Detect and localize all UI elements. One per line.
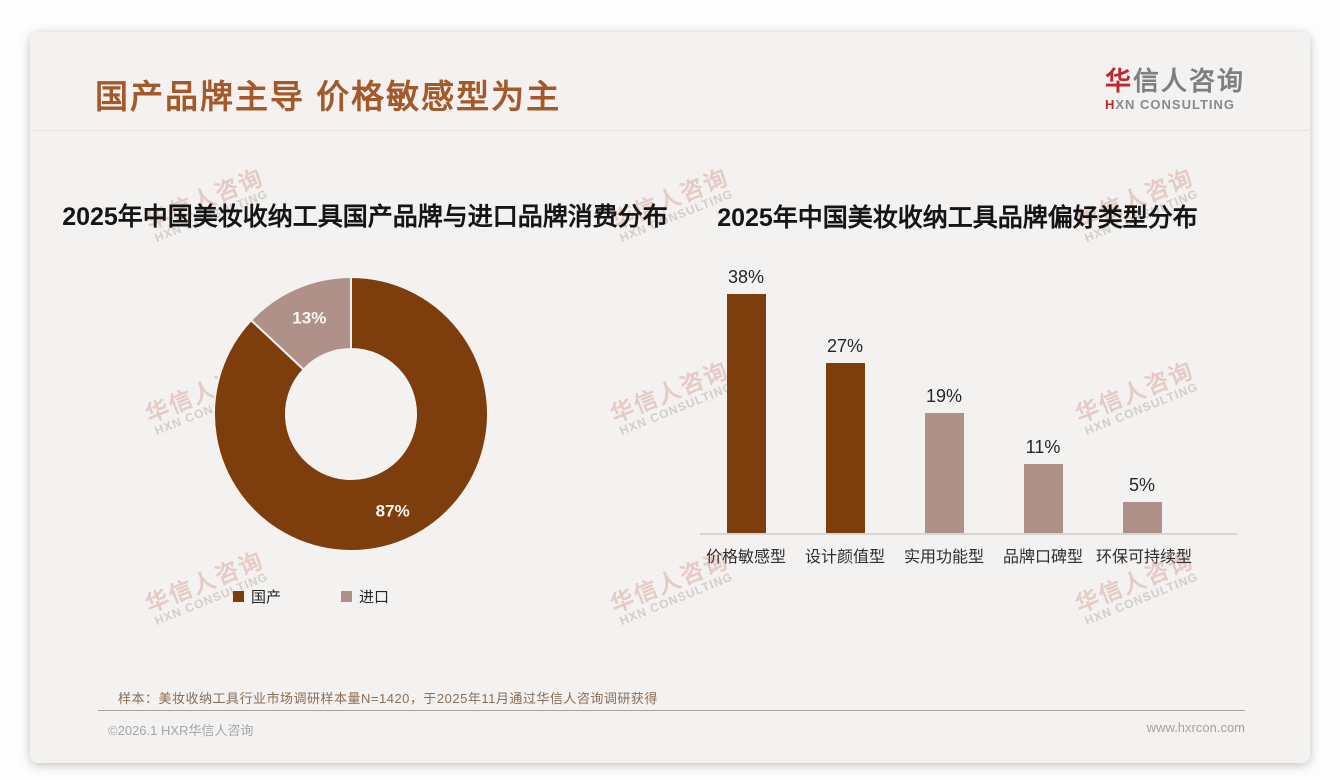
bar [1122,501,1162,533]
donut-slice [213,275,489,552]
bar-category-label: 价格敏感型 [705,549,786,566]
page-title: 国产品牌主导 价格敏感型为主 [95,78,562,115]
bar-value-label: 38% [727,266,765,287]
legend-swatch-domestic [232,591,244,602]
logo-brand-name: 华信人咨询 [1105,68,1245,94]
bar-value-label: 27% [826,335,864,356]
footer-divider [98,710,1245,711]
donut-slice [249,275,352,371]
company-logo: 华信人咨询 HXN CONSULTING [1105,68,1245,112]
bar-category-label: 品牌口碑型 [1002,549,1083,566]
bar-chart-category-labels: 价格敏感型 设计颜值型 实用功能型 品牌口碑型 环保可持续型 [700,543,1193,567]
donut-slice-label: 13% [292,309,326,328]
bar-column: 5% [1096,474,1188,533]
bar-category-label: 环保可持续型 [1096,549,1193,566]
legend-label-domestic: 国产 [250,589,281,606]
bar [726,293,766,533]
bar-chart-plot: 38% 27% 19% 11% 5% [700,258,1188,533]
legend-label-imported: 进口 [359,589,390,606]
bar-category-label: 设计颜值型 [804,549,885,566]
bar-value-label: 11% [1025,436,1061,457]
bar-chart-x-axis [700,533,1237,535]
donut-legend: 国产 进口 [171,586,451,607]
bar [1023,463,1063,533]
logo-subtitle-first-char: H [1104,97,1116,112]
header-divider [31,130,1309,131]
bar-value-label: 5% [1128,474,1155,495]
bar-column: 11% [997,437,1089,533]
bar-category-label: 实用功能型 [903,549,984,566]
bar-column: 38% [700,267,792,533]
footer-copyright: ©2026.1 HXR华信人咨询 [108,723,254,738]
logo-subtitle: HXN CONSULTING [1105,97,1245,112]
logo-brand-rest: 信人咨询 [1132,66,1245,96]
logo-brand-first-char: 华 [1104,66,1133,96]
donut-slice-label: 87% [376,501,410,520]
bar-value-label: 19% [925,386,963,407]
bar [825,362,865,533]
legend-swatch-imported [341,591,352,602]
footer-website: www.hxrcon.com [1146,720,1245,735]
sample-footnote: 样本：美妆收纳工具行业市场调研样本量N=1420，于2025年11月通过华信人咨… [118,691,658,706]
legend-item-imported: 进口 [341,586,389,607]
bar [924,413,964,533]
bar-chart-title: 2025年中国美妆收纳工具品牌偏好类型分布 [717,204,1198,232]
bar-column: 27% [799,336,891,533]
legend-item-domestic: 国产 [232,586,281,607]
logo-subtitle-rest: XN CONSULTING [1115,97,1236,112]
bar-column: 19% [898,386,990,533]
donut-chart-title: 2025年中国美妆收纳工具国产品牌与进口品牌消费分布 [62,203,668,231]
donut-chart: 87% 13% [213,275,489,552]
